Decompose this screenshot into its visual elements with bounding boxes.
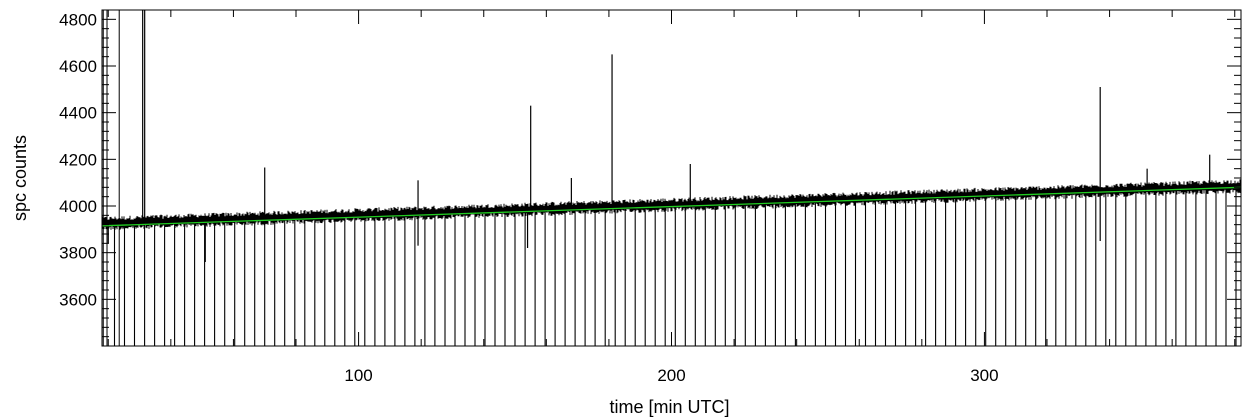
data-traces xyxy=(101,10,1242,346)
y-tick-label: 4000 xyxy=(59,197,97,216)
y-tick-label: 4400 xyxy=(59,104,97,123)
y-tick-label: 3600 xyxy=(59,290,97,309)
x-axis-label: time [min UTC] xyxy=(609,397,729,417)
dropout-lines xyxy=(113,186,1237,346)
x-tick-label: 200 xyxy=(657,366,685,385)
y-axis-label: spc counts xyxy=(10,135,30,221)
x-tick-label: 300 xyxy=(970,366,998,385)
plot-axes: 3600 3800 4000 4200 4400 4600 4800 100 200 300 xyxy=(59,9,1241,385)
y-tick-label: 4800 xyxy=(59,10,97,29)
noisy-trace-band xyxy=(101,179,1242,230)
x-tick-label: 100 xyxy=(344,366,372,385)
plot-frame xyxy=(101,9,1242,347)
fit-line xyxy=(101,186,1242,227)
y-tick-label: 4600 xyxy=(59,57,97,76)
y-tick-label: 3800 xyxy=(59,244,97,263)
y-tick-label: 4200 xyxy=(59,150,97,169)
